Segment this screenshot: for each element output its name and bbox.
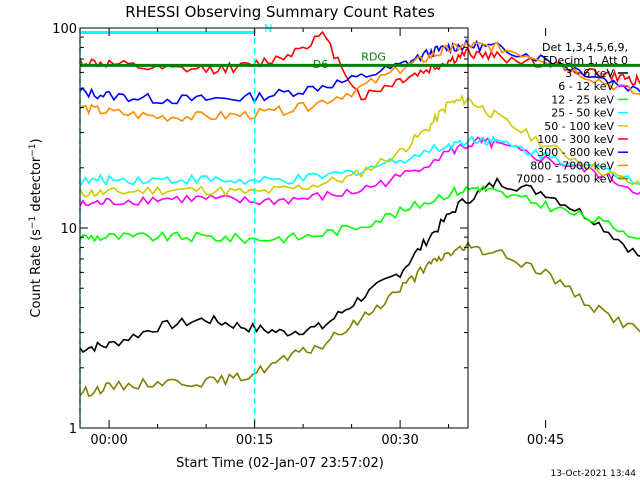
series-line-6-12-kev [79,136,640,207]
legend-label-300-800-kev: 300 - 800 keV [537,146,614,159]
x-tick-label: 00:00 [90,433,127,448]
series-line-7000-15000-kev [79,240,640,397]
annotation-d6: D6 [313,58,328,71]
legend-label-100-300-kev: 100 - 300 keV [537,133,614,146]
legend-header-line: Det 1,3,4,5,6,9, [542,41,628,54]
series-line-25-50-kev [79,134,640,187]
date-stamp: 13-Oct-2021 13:44 [551,469,637,479]
y-axis: 1 10 100 [52,22,468,437]
y-tick-label: 100 [52,22,77,37]
legend: Det 1,3,4,5,6,9,FDecim 1, Att 03 - 6 keV… [516,41,628,186]
series-line-300-800-kev [79,38,640,105]
series-line-12-25-kev [79,184,640,245]
series-line-100-300-kev [79,30,640,101]
annotation-rdg: RDG [361,51,386,64]
legend-label-3-6-kev: 3 - 6 keV [565,67,614,80]
x-tick-label: 00:15 [236,433,273,448]
x-tick-label: 00:45 [527,433,564,448]
legend-label-25-50-kev: 25 - 50 keV [551,107,614,120]
legend-label-6-12-kev: 6 - 12 keV [558,80,614,93]
y-tick-label: 1 [69,422,77,437]
series-layer [79,30,640,397]
x-tick-label: 00:30 [381,433,418,448]
chart-title: RHESSI Observing Summary Count Rates [125,3,435,21]
x-axis-label: Start Time (02-Jan-07 23:57:02) [176,456,384,471]
legend-header-line: FDecim 1, Att 0 [543,54,628,67]
overlay-layer: NFRDGD6 [79,22,640,428]
y-tick-label: 10 [60,222,77,237]
series-line-50-100-kev [79,93,640,198]
plot-frame [79,27,469,429]
legend-label-7000-15000-kev: 7000 - 15000 keV [516,173,614,186]
series-line-800-7000-kev [79,41,640,123]
y-axis-label: Count Rate (s−1 detector−1) [28,138,44,317]
legend-label-50-100-kev: 50 - 100 keV [544,120,614,133]
series-line-3-6-kev [79,176,640,353]
legend-label-12-25-kev: 12 - 25 keV [551,93,614,106]
legend-label-800-7000-kev: 800 - 7000 keV [530,159,614,172]
